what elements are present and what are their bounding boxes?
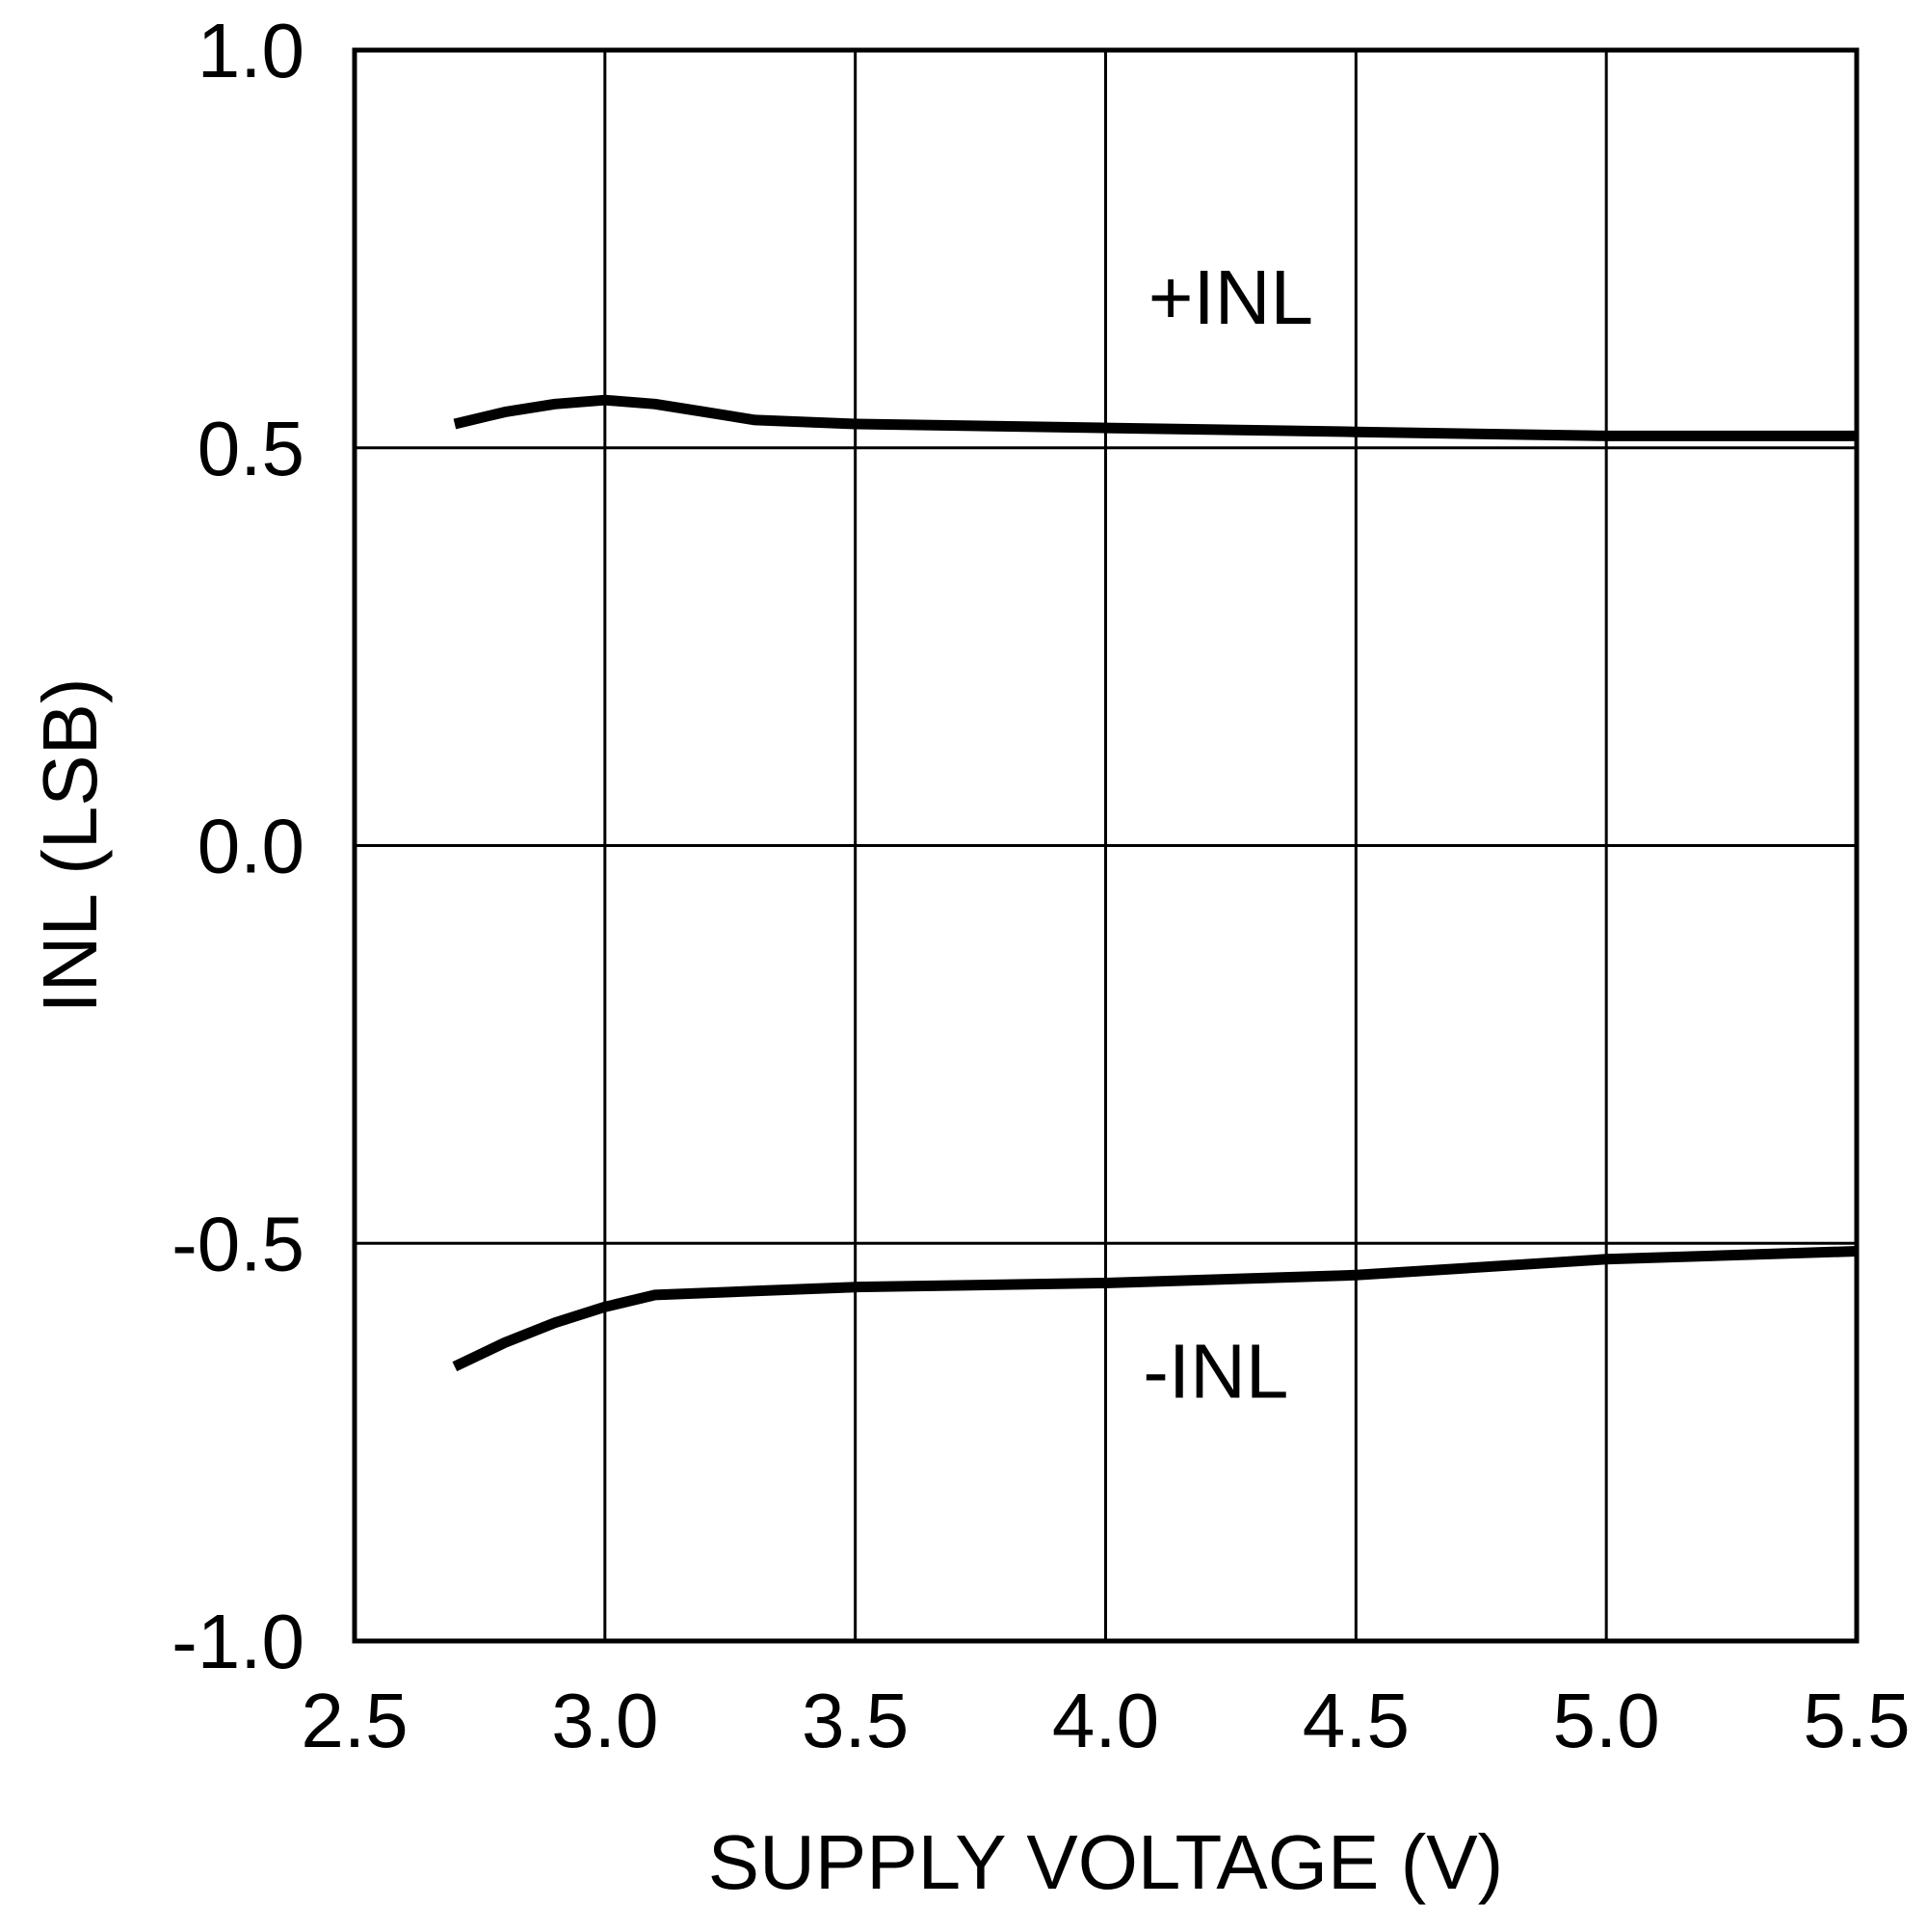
series-annotation: +INL <box>1148 254 1313 340</box>
series-annotation: -INL <box>1143 1328 1288 1414</box>
x-tick-label: 3.5 <box>802 1678 909 1763</box>
x-tick-label: 3.0 <box>551 1678 658 1763</box>
plot-area-frame <box>352 47 1860 1644</box>
grid <box>355 50 1857 1641</box>
y-tick-label: 1.0 <box>198 8 304 93</box>
x-tick-label: 5.0 <box>1553 1678 1660 1763</box>
x-tick-label: 4.0 <box>1052 1678 1159 1763</box>
x-axis-ticks: 2.5 3.0 3.5 4.0 4.5 5.0 5.5 <box>301 1678 1910 1763</box>
x-tick-label: 4.5 <box>1303 1678 1410 1763</box>
annotations: +INL -INL <box>1143 254 1313 1414</box>
y-tick-label: -1.0 <box>172 1599 304 1684</box>
series-line-minus-inl <box>452 1246 1858 1372</box>
y-axis-title: INL (LSB) <box>27 677 113 1013</box>
x-tick-label: 5.5 <box>1803 1678 1910 1763</box>
y-tick-label: 0.5 <box>198 406 304 491</box>
y-axis-ticks: 1.0 0.5 0.0 -0.5 -1.0 <box>172 8 304 1684</box>
series-line-plus-inl <box>453 394 1857 441</box>
y-tick-label: 0.0 <box>198 804 304 889</box>
x-tick-label: 2.5 <box>301 1678 408 1763</box>
y-tick-label: -0.5 <box>172 1201 304 1286</box>
x-axis-title: SUPPLY VOLTAGE (V) <box>708 1819 1503 1905</box>
series-layer <box>452 394 1858 1372</box>
